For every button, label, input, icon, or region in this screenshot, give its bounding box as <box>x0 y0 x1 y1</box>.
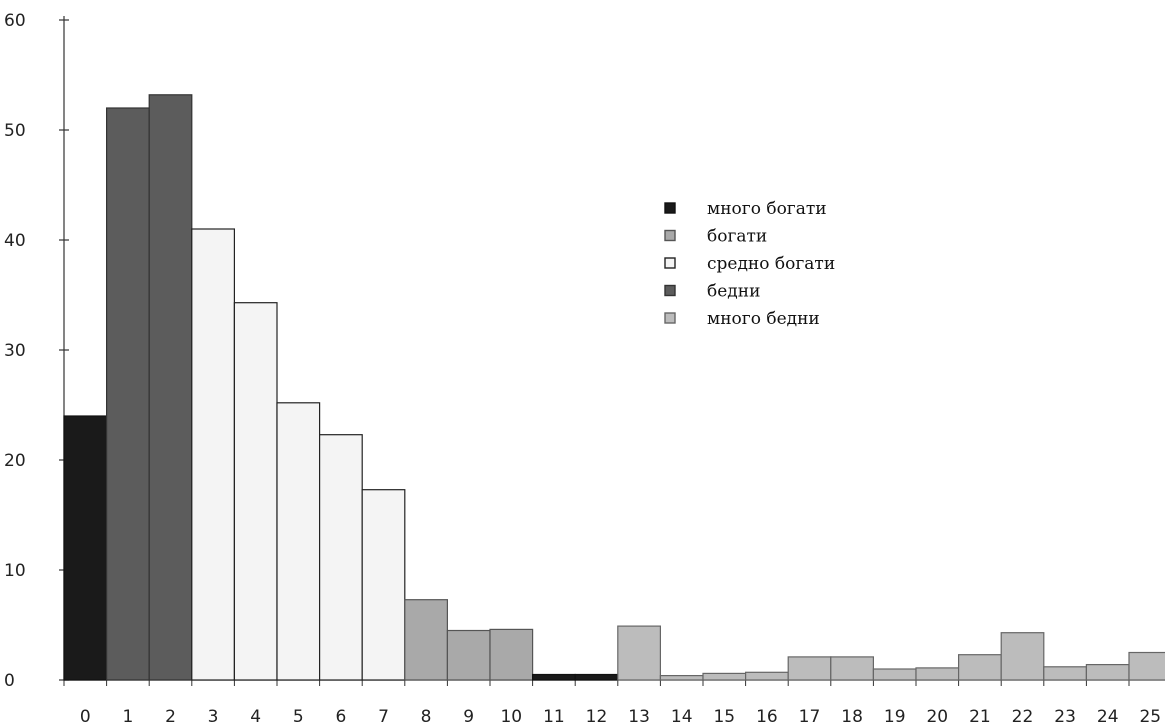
bar-4 <box>233 302 278 681</box>
bar-19 <box>872 668 917 681</box>
y-tick-label: 0 <box>4 671 15 691</box>
bar-21 <box>957 654 1002 681</box>
legend-label: много богати <box>707 199 827 219</box>
y-tick-label: 60 <box>4 11 26 31</box>
y-tick-label: 50 <box>4 121 26 141</box>
legend: много богати богати средно богати бедни мног… <box>664 199 835 329</box>
bar-18 <box>830 656 874 681</box>
legend-swatch <box>664 284 676 297</box>
bar-10 <box>489 628 534 681</box>
bars <box>63 94 1165 681</box>
x-tick-label: 23 <box>1054 707 1076 726</box>
bar-9 <box>446 629 491 681</box>
bar-1 <box>105 107 150 681</box>
x-tick-label: 24 <box>1097 707 1119 726</box>
x-tick-label: 19 <box>884 707 906 726</box>
x-tick-label: 12 <box>586 707 608 726</box>
bar-14 <box>659 674 704 681</box>
bar-8 <box>404 599 448 681</box>
legend-swatch <box>664 202 676 214</box>
x-tick-label: 4 <box>250 707 261 726</box>
bar-22 <box>1000 632 1045 681</box>
bar-15 <box>702 672 747 681</box>
bar-25 <box>1128 651 1165 681</box>
bar-6 <box>319 434 363 681</box>
legend-label: средно богати <box>707 254 835 274</box>
x-tick-label: 25 <box>1139 707 1161 726</box>
x-tick-label: 13 <box>628 707 650 726</box>
x-tick-label: 16 <box>756 707 778 726</box>
x-tick-label: 1 <box>122 707 133 726</box>
bar-3 <box>191 228 236 681</box>
x-tick-label: 21 <box>969 707 991 726</box>
x-tick-label: 11 <box>543 707 565 726</box>
x-tick-label: 14 <box>671 707 693 726</box>
bar-13 <box>617 625 661 681</box>
x-tick-label: 8 <box>421 707 432 726</box>
x-tick-label: 5 <box>293 707 304 726</box>
bar-16 <box>744 671 789 681</box>
bar-0 <box>63 415 108 681</box>
bar-24 <box>1085 663 1130 681</box>
x-tick-label: 10 <box>500 707 522 726</box>
x-tick-label: 18 <box>841 707 863 726</box>
x-tick-label: 15 <box>713 707 735 726</box>
x-tick-label: 3 <box>208 707 219 726</box>
bar-2 <box>148 94 193 681</box>
y-tick-label: 20 <box>4 451 26 471</box>
bar-20 <box>915 667 960 681</box>
y-tick-label: 10 <box>4 561 26 581</box>
legend-label: много бедни <box>707 309 820 329</box>
x-tick-label: 9 <box>463 707 474 726</box>
bar-5 <box>276 402 321 681</box>
x-tick-label: 0 <box>80 707 91 726</box>
bar-12 <box>574 673 619 681</box>
x-tick-label: 2 <box>165 707 176 726</box>
y-axis: 0 10 20 30 40 50 60 <box>4 11 69 691</box>
bar-23 <box>1043 666 1088 681</box>
bar-17 <box>787 656 832 681</box>
bar-11 <box>531 673 576 681</box>
x-tick-label: 17 <box>799 707 821 726</box>
x-axis: 0 1 2 3 4 5 6 7 8 9 10 11 12 13 14 15 16 17 18 19 20 21 22 23 24… <box>63 679 1165 726</box>
y-tick-label: 40 <box>4 231 26 251</box>
x-tick-label: 22 <box>1012 707 1034 726</box>
x-tick-label: 20 <box>926 707 948 726</box>
legend-label: бедни <box>707 282 760 302</box>
legend-swatch <box>664 257 676 269</box>
bar-7 <box>361 489 406 681</box>
legend-swatch <box>664 312 676 324</box>
legend-swatch <box>664 229 676 242</box>
legend-label: богати <box>707 227 767 247</box>
x-tick-label: 6 <box>335 707 346 726</box>
x-tick-label: 7 <box>378 707 389 726</box>
y-tick-label: 30 <box>4 341 26 361</box>
